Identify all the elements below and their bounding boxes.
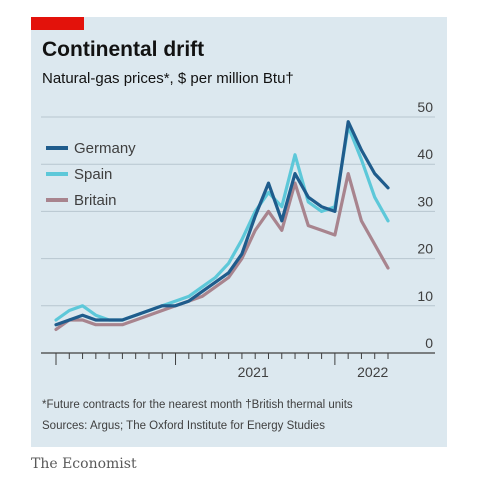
- y-tick-label: 50: [417, 99, 433, 115]
- legend-item-germany: Germany: [46, 135, 136, 161]
- x-tick-label: 2021: [238, 364, 269, 380]
- legend-label: Germany: [74, 139, 136, 157]
- x-tick-label: 2022: [357, 364, 388, 380]
- legend-item-britain: Britain: [46, 187, 136, 213]
- footnote: *Future contracts for the nearest month …: [42, 399, 353, 411]
- sources: Sources: Argus; The Oxford Institute for…: [42, 420, 325, 432]
- y-tick-label: 30: [417, 193, 433, 209]
- chart-subtitle: Natural-gas prices*, $ per million Btu†: [42, 70, 294, 87]
- x-axis: 2021 2022: [55, 353, 389, 380]
- legend-swatch-spain: [46, 172, 68, 176]
- y-tick-label: 20: [417, 241, 433, 257]
- legend-item-spain: Spain: [46, 161, 136, 187]
- legend: Germany Spain Britain: [46, 135, 136, 213]
- y-tick-label: 40: [417, 146, 433, 162]
- series-line-britain: [54, 172, 390, 331]
- y-tick-label: 0: [425, 335, 433, 351]
- series-lines: [54, 120, 390, 331]
- publisher-logo: The Economist: [31, 456, 137, 472]
- line-chart: 0 10 20 30 40 50 2021 2022: [41, 99, 435, 380]
- legend-swatch-germany: [46, 146, 68, 150]
- series-line-germany: [54, 120, 390, 327]
- chart-title: Continental drift: [42, 38, 205, 61]
- brand-tab: [31, 17, 84, 30]
- y-tick-label: 10: [417, 288, 433, 304]
- chart-panel: [31, 17, 447, 447]
- legend-label: Britain: [74, 191, 117, 209]
- legend-swatch-britain: [46, 198, 68, 202]
- y-tick-labels: 0 10 20 30 40 50: [417, 99, 433, 351]
- legend-label: Spain: [74, 165, 113, 183]
